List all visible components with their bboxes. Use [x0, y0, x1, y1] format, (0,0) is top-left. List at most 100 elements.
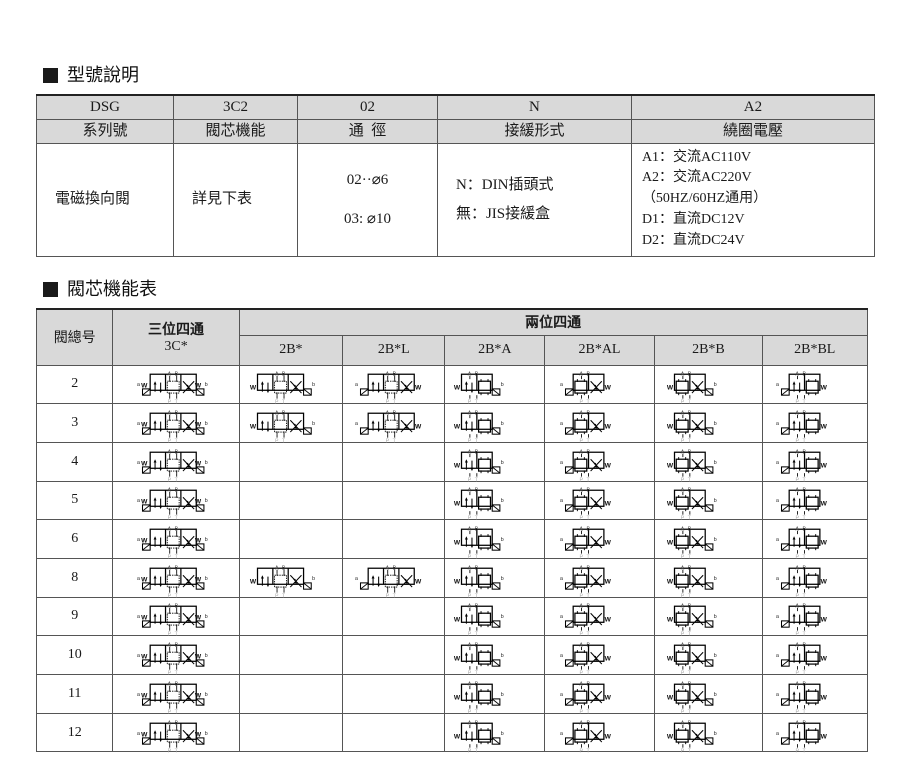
svg-text:B: B — [475, 449, 479, 455]
svg-text:b: b — [312, 421, 315, 427]
svg-text:W: W — [250, 424, 257, 431]
svg-text:b: b — [312, 382, 315, 388]
svg-text:B: B — [392, 410, 396, 416]
svg-text:P: P — [580, 748, 584, 754]
svg-text:A: A — [385, 372, 389, 378]
svg-text:b: b — [205, 731, 208, 737]
svg-text:b: b — [500, 499, 503, 505]
svg-text:b: b — [205, 499, 208, 505]
svg-text:b: b — [500, 537, 503, 543]
svg-text:a: a — [137, 499, 141, 505]
svg-text:W: W — [820, 424, 827, 431]
svg-text:B: B — [475, 526, 479, 532]
svg-text:a: a — [560, 537, 564, 543]
svg-text:A: A — [795, 488, 799, 494]
svg-text:A: A — [580, 642, 584, 648]
svg-text:P: P — [795, 748, 799, 754]
svg-text:A: A — [795, 604, 799, 610]
svg-text:T: T — [175, 748, 179, 754]
svg-text:T: T — [688, 748, 692, 754]
svg-text:B: B — [802, 604, 806, 610]
svg-text:W: W — [667, 462, 674, 469]
svg-text:W: W — [667, 617, 674, 624]
svg-text:b: b — [500, 382, 503, 388]
svg-text:B: B — [802, 372, 806, 378]
svg-text:A: A — [795, 372, 799, 378]
svg-text:A: A — [681, 604, 685, 610]
svg-text:B: B — [587, 642, 591, 648]
svg-text:B: B — [175, 488, 179, 494]
svg-text:B: B — [175, 565, 179, 571]
svg-text:W: W — [454, 501, 461, 508]
svg-text:B: B — [475, 681, 479, 687]
svg-text:A: A — [795, 720, 799, 726]
svg-text:A: A — [468, 372, 472, 378]
svg-text:A: A — [795, 681, 799, 687]
svg-text:a: a — [560, 421, 564, 427]
svg-text:B: B — [688, 604, 692, 610]
svg-text:B: B — [587, 449, 591, 455]
svg-text:W: W — [454, 656, 461, 663]
svg-text:B: B — [475, 642, 479, 648]
svg-text:B: B — [587, 410, 591, 416]
svg-text:A: A — [275, 372, 279, 378]
svg-text:B: B — [587, 488, 591, 494]
svg-text:b: b — [205, 576, 208, 582]
svg-text:A: A — [580, 526, 584, 532]
svg-text:b: b — [500, 576, 503, 582]
svg-text:W: W — [605, 733, 612, 740]
svg-text:A: A — [468, 565, 472, 571]
svg-text:A: A — [580, 372, 584, 378]
svg-text:A: A — [468, 720, 472, 726]
svg-text:W: W — [250, 385, 257, 392]
svg-text:A: A — [681, 681, 685, 687]
svg-text:B: B — [802, 565, 806, 571]
svg-text:B: B — [475, 488, 479, 494]
svg-text:A: A — [681, 720, 685, 726]
svg-text:b: b — [714, 615, 717, 621]
svg-text:b: b — [205, 615, 208, 621]
svg-text:a: a — [560, 460, 564, 466]
svg-text:a: a — [560, 382, 564, 388]
svg-text:B: B — [175, 604, 179, 610]
svg-text:B: B — [175, 642, 179, 648]
svg-text:A: A — [681, 488, 685, 494]
svg-text:A: A — [580, 681, 584, 687]
svg-text:B: B — [175, 410, 179, 416]
svg-text:b: b — [205, 421, 208, 427]
svg-text:B: B — [688, 488, 692, 494]
svg-text:B: B — [587, 526, 591, 532]
svg-text:W: W — [605, 385, 612, 392]
svg-text:a: a — [776, 692, 780, 698]
svg-text:B: B — [688, 449, 692, 455]
svg-text:A: A — [168, 681, 172, 687]
svg-text:b: b — [312, 576, 315, 582]
svg-text:b: b — [205, 382, 208, 388]
svg-text:a: a — [560, 499, 564, 505]
svg-text:b: b — [205, 537, 208, 543]
svg-text:W: W — [454, 694, 461, 701]
svg-text:b: b — [500, 615, 503, 621]
svg-text:P: P — [468, 748, 472, 754]
svg-text:a: a — [137, 731, 141, 737]
svg-text:B: B — [587, 372, 591, 378]
svg-text:a: a — [560, 731, 564, 737]
svg-text:W: W — [250, 578, 257, 585]
svg-text:B: B — [282, 410, 286, 416]
svg-text:B: B — [802, 642, 806, 648]
svg-text:A: A — [168, 642, 172, 648]
svg-text:A: A — [468, 681, 472, 687]
svg-text:W: W — [667, 424, 674, 431]
svg-text:T: T — [802, 748, 806, 754]
svg-text:W: W — [667, 578, 674, 585]
svg-text:W: W — [667, 501, 674, 508]
svg-text:A: A — [168, 604, 172, 610]
svg-text:W: W — [667, 656, 674, 663]
svg-text:W: W — [415, 385, 422, 392]
svg-text:W: W — [605, 656, 612, 663]
svg-text:B: B — [175, 681, 179, 687]
svg-text:B: B — [282, 372, 286, 378]
svg-text:A: A — [168, 488, 172, 494]
svg-text:B: B — [802, 449, 806, 455]
svg-text:B: B — [475, 410, 479, 416]
